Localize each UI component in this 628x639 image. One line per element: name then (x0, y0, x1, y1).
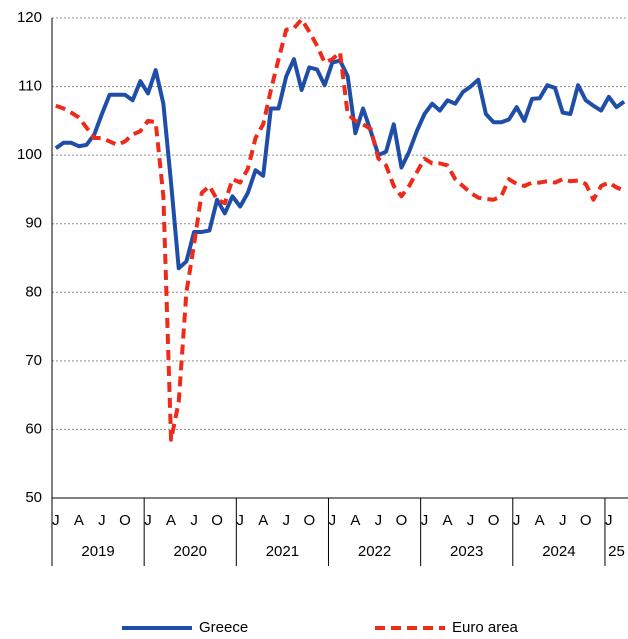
x-tick-label: A (350, 512, 360, 529)
x-tick-label: J (98, 512, 106, 529)
x-tick-label: A (74, 512, 84, 529)
y-tick-label: 50 (25, 489, 42, 506)
y-tick-label: 80 (25, 283, 42, 300)
x-tick-label: O (396, 512, 408, 529)
x-tick-label: J (329, 512, 337, 529)
x-tick-label: J (282, 512, 290, 529)
x-tick-label: J (513, 512, 521, 529)
x-tick-label: J (144, 512, 152, 529)
year-label: 2022 (358, 543, 391, 560)
series-line (54, 57, 626, 271)
x-tick-label: A (443, 512, 453, 529)
x-tick-label: J (421, 512, 429, 529)
x-tick-label: J (190, 512, 198, 529)
year-label: 2019 (81, 543, 114, 560)
x-tick-label: A (166, 512, 176, 529)
series-line (55, 17, 625, 442)
x-tick-label: A (258, 512, 268, 529)
year-label: 2024 (542, 543, 575, 560)
x-tick-label: A (535, 512, 545, 529)
year-label: 25 (608, 543, 625, 560)
legend-label: Euro area (452, 619, 519, 636)
year-label: 2023 (450, 543, 483, 560)
x-tick-label: J (375, 512, 383, 529)
x-tick-label: J (559, 512, 567, 529)
x-tick-label: O (303, 512, 315, 529)
year-label: 2021 (266, 543, 299, 560)
x-tick-label: J (52, 512, 60, 529)
x-tick-label: O (580, 512, 592, 529)
x-tick-label: J (605, 512, 613, 529)
y-tick-label: 120 (17, 9, 42, 26)
y-tick-label: 90 (25, 215, 42, 232)
x-tick-label: O (488, 512, 500, 529)
x-tick-label: O (211, 512, 223, 529)
legend-label: Greece (199, 619, 248, 636)
y-tick-label: 110 (18, 78, 42, 95)
y-tick-label: 100 (17, 146, 42, 163)
year-label: 2020 (174, 543, 207, 560)
y-tick-label: 60 (25, 420, 42, 437)
x-tick-label: O (119, 512, 131, 529)
x-tick-label: J (467, 512, 475, 529)
x-tick-label: J (236, 512, 244, 529)
y-tick-label: 70 (25, 352, 42, 369)
